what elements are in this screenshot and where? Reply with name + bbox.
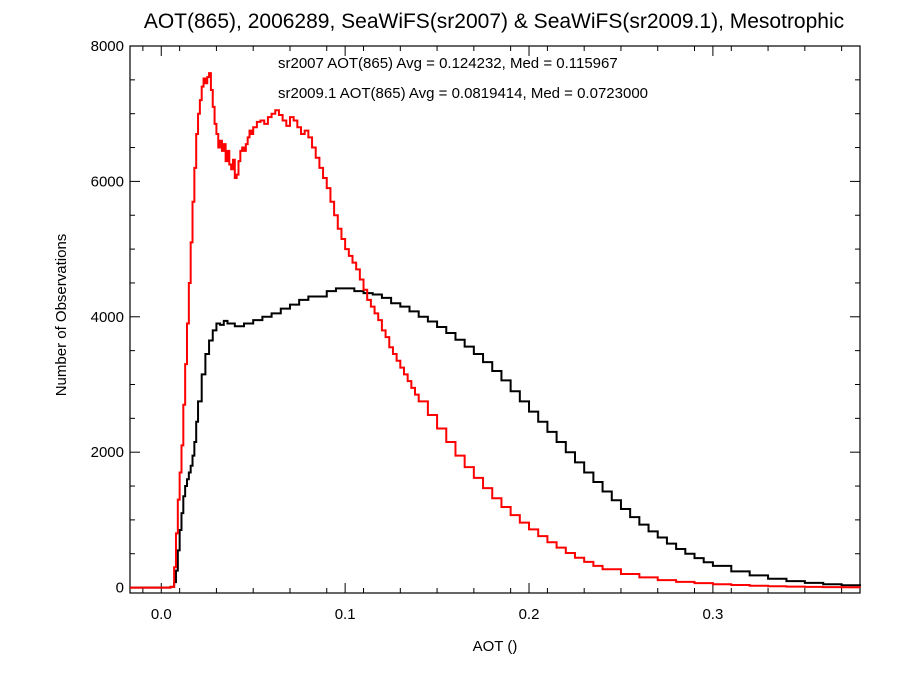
- plot-frame: [129, 45, 861, 594]
- axis-tick-labels: 0.0 0.1 0.2 0.3 0 2000 4000 6000 8000: [91, 38, 724, 623]
- y-tick-label: 4000: [91, 309, 124, 326]
- y-tick-label: 2000: [91, 444, 124, 461]
- annotation-sr2007-stats: sr2007 AOT(865) Avg = 0.124232, Med = 0.…: [278, 55, 618, 72]
- chart-title: AOT(865), 2006289, SeaWiFS(sr2007) & Sea…: [144, 10, 844, 33]
- data-series: [130, 72, 861, 589]
- x-axis-label: AOT (): [473, 638, 518, 655]
- y-tick-label: 0: [116, 580, 124, 597]
- series-sr2007-line: [130, 287, 861, 589]
- annotation-sr2009-stats: sr2009.1 AOT(865) Avg = 0.0819414, Med =…: [278, 85, 648, 102]
- x-tick-label: 0.1: [335, 606, 356, 623]
- y-axis-label: Number of Observations: [53, 234, 70, 397]
- x-tick-label: 0.2: [519, 606, 540, 623]
- series-sr2009-line: [130, 72, 861, 589]
- y-tick-label: 8000: [91, 38, 124, 55]
- x-tick-label: 0.0: [151, 606, 172, 623]
- y-tick-label: 6000: [91, 173, 124, 190]
- x-tick-label: 0.3: [702, 606, 723, 623]
